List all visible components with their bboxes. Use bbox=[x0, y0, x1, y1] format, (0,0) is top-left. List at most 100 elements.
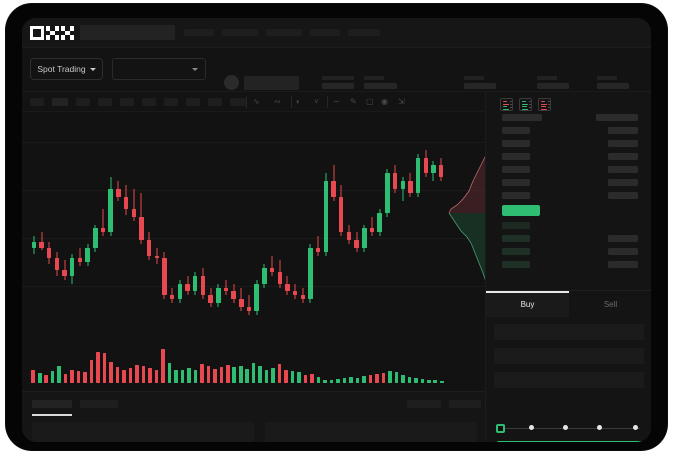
header-search-input[interactable] bbox=[80, 25, 175, 40]
stat-group-1 bbox=[322, 76, 354, 89]
volume-bar bbox=[219, 366, 224, 383]
volume-bar bbox=[414, 377, 418, 383]
chart-type-icon[interactable]: ∼ bbox=[333, 97, 340, 106]
candle-body bbox=[262, 267, 267, 284]
order-total-field[interactable] bbox=[494, 372, 644, 388]
candle bbox=[177, 112, 183, 337]
orderbook-ask-row[interactable] bbox=[502, 153, 530, 160]
volume-bar bbox=[44, 374, 48, 383]
orderbook-asks-only-icon[interactable] bbox=[538, 98, 551, 111]
chart-toolbar: ∿ ∾ ◐ ˅ ∼ ✎ ▢ ◉ ⇲ bbox=[22, 92, 485, 112]
orderbook-bids-only-icon[interactable] bbox=[519, 98, 532, 111]
candle bbox=[246, 112, 252, 337]
candle-wick bbox=[79, 248, 81, 266]
orders-panel-right bbox=[265, 422, 477, 442]
order-amount-field[interactable] bbox=[494, 348, 644, 364]
orderbook-bid-amount bbox=[608, 248, 638, 255]
compare-icon[interactable]: ◐ bbox=[296, 97, 301, 106]
volume-bar bbox=[180, 369, 185, 383]
orderbook-both-icon[interactable] bbox=[500, 98, 513, 111]
candle-body bbox=[300, 295, 306, 300]
orderbook-ask-row[interactable] bbox=[502, 192, 530, 199]
volume-bar bbox=[206, 366, 211, 383]
stat-value bbox=[464, 83, 496, 89]
candle bbox=[300, 112, 306, 337]
candle-body bbox=[31, 242, 37, 249]
candle-wick bbox=[371, 216, 373, 237]
trading-pair-select[interactable] bbox=[112, 58, 206, 80]
orderbook-ask-amount bbox=[608, 166, 638, 173]
line-chart-icon[interactable]: ∿ bbox=[253, 97, 260, 106]
camera-icon[interactable]: ▢ bbox=[366, 97, 374, 106]
nav-item-5[interactable] bbox=[348, 29, 380, 36]
orderbook-bid-row[interactable] bbox=[502, 235, 530, 242]
orderbook-ask-row[interactable] bbox=[502, 179, 530, 186]
volume-bar bbox=[63, 374, 68, 383]
slider-step-100[interactable] bbox=[633, 425, 638, 431]
candle bbox=[208, 112, 213, 337]
bottom-tab-1[interactable] bbox=[32, 400, 72, 408]
chevron-down-icon bbox=[192, 68, 198, 71]
candle bbox=[77, 112, 83, 337]
tab-sell[interactable]: Sell bbox=[569, 291, 651, 317]
volume-bar bbox=[154, 369, 159, 383]
volume-bar bbox=[232, 366, 237, 383]
timeframe-chip-6[interactable] bbox=[142, 98, 156, 106]
orderbook-ask-row[interactable] bbox=[502, 166, 530, 173]
bottom-tab-2[interactable] bbox=[80, 400, 118, 408]
candle bbox=[400, 112, 405, 337]
order-amount-slider[interactable] bbox=[496, 423, 644, 433]
candle-wick bbox=[271, 256, 273, 276]
market-type-select[interactable]: Spot Trading bbox=[30, 58, 103, 80]
pencil-icon[interactable]: ✎ bbox=[350, 97, 357, 106]
slider-handle[interactable] bbox=[496, 423, 505, 433]
orderbook-bid-row[interactable] bbox=[502, 261, 530, 268]
orderbook-bid-amount bbox=[608, 235, 638, 242]
orderbook-bid-row[interactable] bbox=[502, 248, 530, 255]
orderbook-ask-row[interactable] bbox=[502, 140, 530, 147]
timeframe-chip-10[interactable] bbox=[230, 98, 246, 106]
orders-panel bbox=[22, 391, 485, 442]
orderbook-bid-row[interactable] bbox=[502, 222, 530, 229]
orderbook-rows[interactable] bbox=[486, 114, 651, 289]
candle-body bbox=[323, 181, 329, 253]
chevron-down-icon[interactable]: ˅ bbox=[314, 97, 319, 106]
candle-body bbox=[177, 283, 183, 300]
slider-step-75[interactable] bbox=[597, 425, 602, 431]
bottom-tab-right-1[interactable] bbox=[407, 400, 441, 408]
slider-step-50[interactable] bbox=[563, 425, 568, 431]
timeframe-chip-4[interactable] bbox=[98, 98, 112, 106]
volume-bar bbox=[342, 377, 347, 383]
candle-body bbox=[193, 275, 198, 292]
stat-label bbox=[364, 76, 384, 80]
nav-item-4[interactable] bbox=[310, 29, 340, 36]
timeframe-chip-9[interactable] bbox=[208, 98, 222, 106]
fullscreen-icon[interactable]: ⇲ bbox=[398, 97, 405, 106]
nav-item-2[interactable] bbox=[222, 29, 258, 36]
timeframe-chip-5[interactable] bbox=[120, 98, 134, 106]
okx-logo[interactable] bbox=[30, 26, 74, 40]
volume-bar bbox=[394, 372, 399, 383]
indicator-icon[interactable]: ∾ bbox=[274, 97, 281, 106]
tab-buy[interactable]: Buy bbox=[486, 291, 569, 317]
timeframe-chip-1[interactable] bbox=[30, 98, 44, 106]
orderbook-ask-amount bbox=[608, 127, 638, 134]
timeframe-chip-7[interactable] bbox=[164, 98, 178, 106]
settings-gear-icon[interactable]: ◉ bbox=[381, 97, 388, 106]
volume-bar bbox=[31, 370, 36, 383]
bottom-tab-right-2[interactable] bbox=[449, 400, 481, 408]
slider-step-25[interactable] bbox=[529, 425, 534, 431]
nav-item-1[interactable] bbox=[184, 29, 214, 36]
candle-body bbox=[70, 257, 75, 276]
submit-order-button[interactable] bbox=[496, 441, 644, 442]
candle-body bbox=[54, 257, 60, 270]
volume-bar bbox=[388, 371, 392, 383]
nav-item-3[interactable] bbox=[266, 29, 302, 36]
order-price-field[interactable] bbox=[494, 324, 644, 340]
timeframe-chip-2[interactable] bbox=[52, 98, 68, 106]
orderbook-ask-row[interactable] bbox=[502, 127, 530, 134]
timeframe-chip-3[interactable] bbox=[76, 98, 90, 106]
timeframe-chip-8[interactable] bbox=[186, 98, 200, 106]
candlestick-chart[interactable] bbox=[22, 112, 485, 337]
stat-value bbox=[322, 83, 354, 89]
